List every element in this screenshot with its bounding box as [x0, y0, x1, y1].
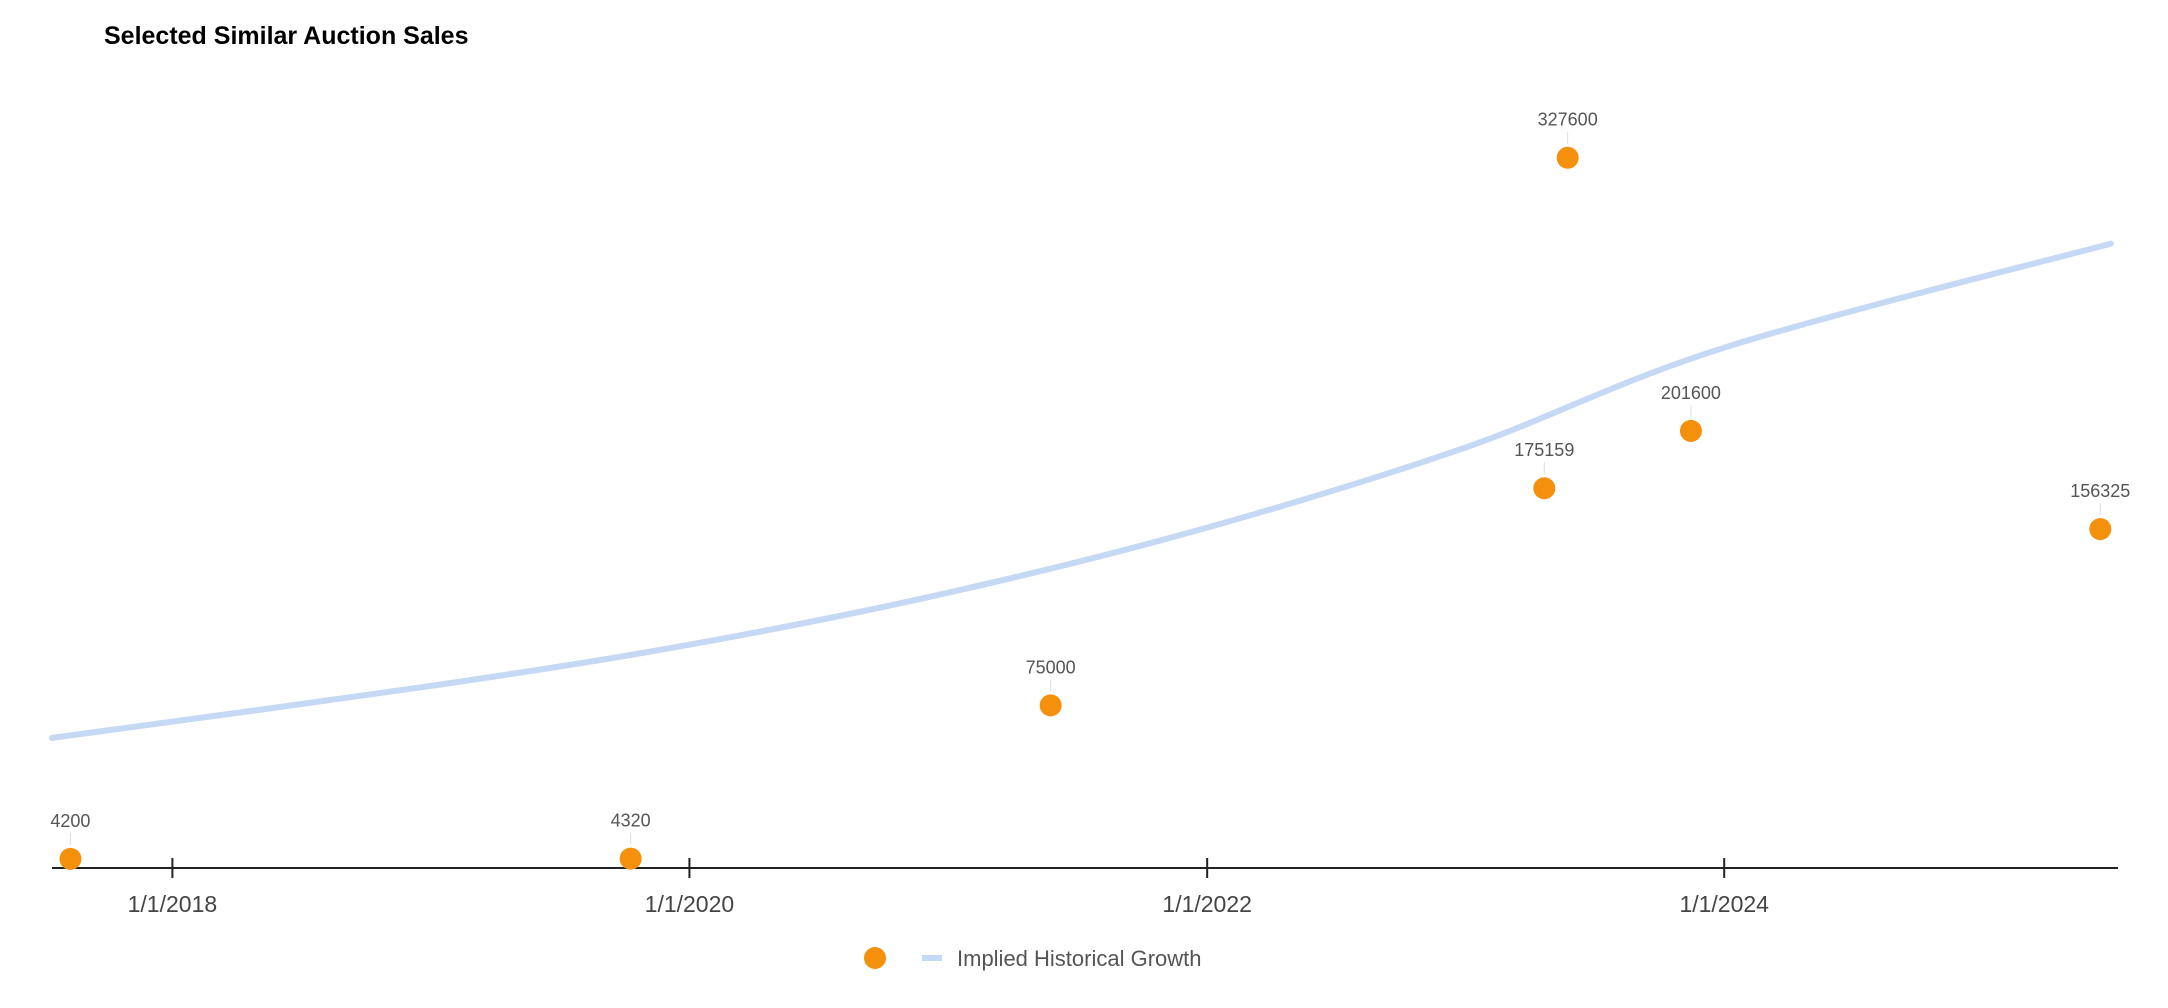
data-label: 327600 [1538, 110, 1598, 130]
x-axis: 1/1/2018 1/1/2020 1/1/2022 1/1/2024 [52, 858, 2118, 917]
data-label: 4200 [50, 811, 90, 831]
legend-label: Implied Historical Growth [957, 946, 1202, 971]
x-tick-label: 1/1/2020 [645, 891, 735, 917]
data-point [1556, 146, 1579, 169]
chart-title: Selected Similar Auction Sales [104, 22, 469, 50]
data-point [1039, 694, 1062, 717]
data-label: 75000 [1026, 657, 1076, 677]
x-tick-label: 1/1/2022 [1162, 891, 1252, 917]
data-point [619, 847, 642, 870]
trend-line [49, 240, 2114, 741]
data-label: 156325 [2070, 481, 2130, 501]
data-point [1533, 477, 1556, 500]
trend-layer [49, 240, 2114, 741]
data-point [2089, 518, 2112, 541]
data-point [1679, 419, 1702, 442]
data-label: 175159 [1514, 440, 1574, 460]
x-tick-label: 1/1/2024 [1679, 891, 1769, 917]
x-tick-label: 1/1/2018 [128, 891, 218, 917]
data-point [59, 847, 82, 870]
data-label: 4320 [611, 811, 651, 831]
data-points: 4200 4320 75000 175159 327600 201600 156325 [50, 110, 2130, 870]
data-label: 201600 [1661, 383, 1721, 403]
legend-swatch-points [864, 947, 886, 969]
legend: Implied Historical Growth [864, 946, 1202, 971]
